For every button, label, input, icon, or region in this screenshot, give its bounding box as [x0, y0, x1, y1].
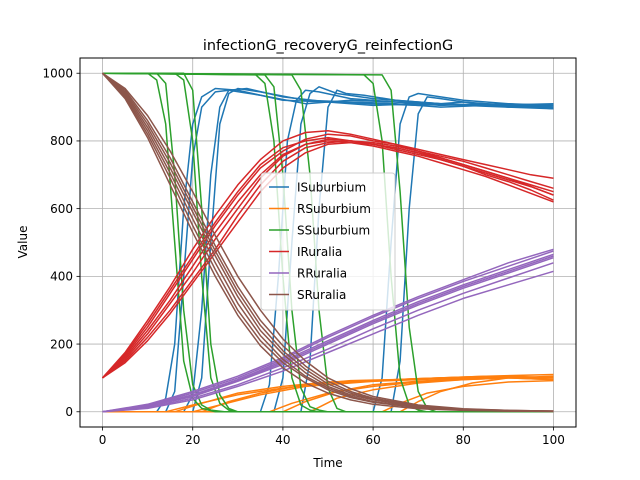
series-line	[102, 87, 554, 413]
series-line	[102, 72, 554, 412]
series-line	[102, 375, 554, 413]
series-line	[102, 89, 554, 413]
y-tick-label: 600	[50, 202, 73, 216]
series-line	[102, 250, 554, 413]
series-line	[102, 270, 554, 413]
plot-area	[101, 72, 554, 413]
series-line	[102, 72, 554, 413]
y-axis-ticks: 0 200 400 600 800 1000	[42, 67, 80, 419]
x-tick-label: 40	[275, 433, 290, 447]
series-line	[102, 248, 554, 413]
y-tick-label: 1000	[42, 67, 73, 81]
series-rruralia	[102, 248, 554, 413]
x-tick-label: 60	[365, 433, 380, 447]
series-line	[101, 140, 554, 379]
series-line	[102, 140, 554, 379]
y-tick-label: 400	[50, 270, 73, 284]
legend-label: ISuburbium	[297, 180, 366, 194]
series-line	[102, 256, 554, 413]
legend-label: SRuralia	[297, 288, 346, 302]
series-line	[102, 86, 554, 413]
series-line	[102, 262, 554, 413]
legend-label: RRuralia	[297, 266, 347, 280]
series-line	[102, 87, 554, 413]
series-iruralia	[101, 130, 554, 379]
series-line	[102, 72, 554, 412]
y-tick-label: 0	[65, 405, 73, 419]
series-line	[101, 72, 554, 413]
y-tick-label: 200	[50, 337, 73, 351]
series-line	[101, 133, 554, 379]
x-tick-label: 80	[456, 433, 471, 447]
series-line	[102, 72, 554, 413]
series-line	[102, 141, 554, 379]
series-sruralia	[101, 72, 554, 413]
series-line	[102, 375, 554, 413]
legend-box	[260, 172, 396, 311]
legend-label: RSuburbium	[297, 202, 371, 216]
x-tick-label: 0	[99, 433, 107, 447]
series-line	[102, 255, 554, 413]
series-line	[102, 72, 554, 413]
axes-frame	[79, 57, 577, 428]
series-line	[102, 72, 554, 413]
legend-label: SSuburbium	[297, 223, 370, 237]
series-line	[101, 136, 554, 379]
x-axis-label: Time	[312, 456, 342, 470]
series-line	[101, 72, 554, 413]
series-line	[101, 130, 554, 379]
y-axis-label: Value	[16, 226, 30, 259]
series-line	[102, 72, 554, 413]
chart-title: infectionG_recoveryG_reinfectionG	[203, 38, 453, 54]
x-axis-ticks: 0 20 40 60 80 100	[99, 427, 565, 447]
x-tick-label: 20	[185, 433, 200, 447]
series-line	[102, 87, 554, 413]
series-line	[102, 72, 554, 413]
y-tick-label: 800	[50, 134, 73, 148]
legend-label: IRuralia	[297, 245, 342, 259]
legend: ISuburbium RSuburbium SSuburbium IRuralia RR…	[260, 172, 396, 311]
x-tick-label: 100	[542, 433, 565, 447]
series-line	[102, 72, 554, 413]
series-line	[102, 72, 554, 413]
